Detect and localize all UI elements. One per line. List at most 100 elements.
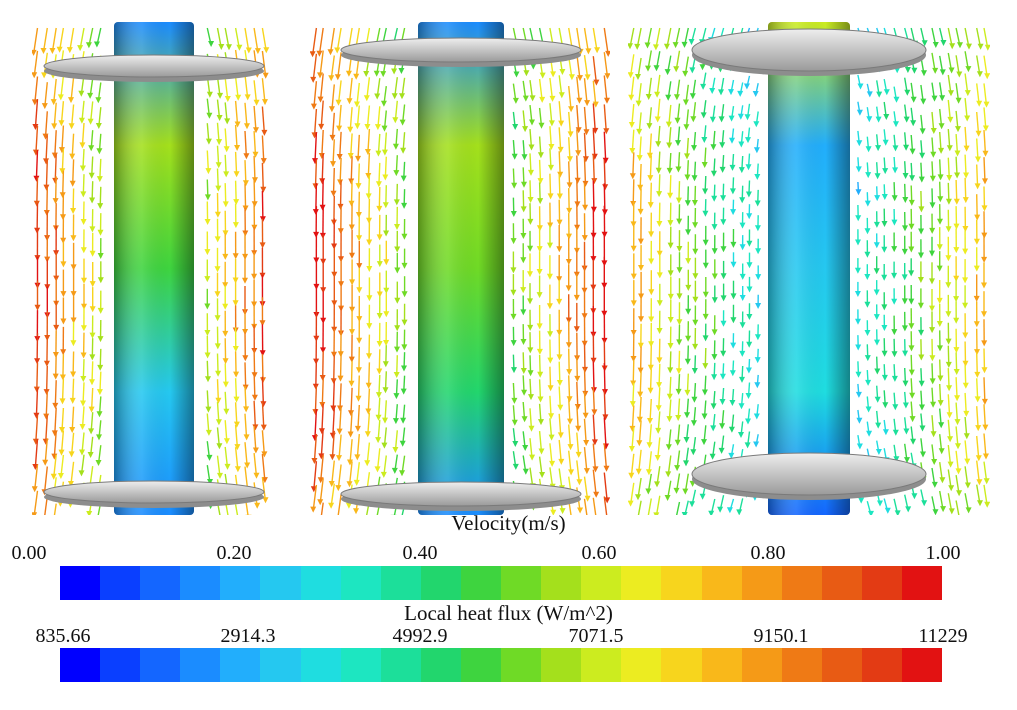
velocity-arrowhead xyxy=(685,284,692,291)
velocity-arrowhead xyxy=(858,497,865,504)
velocity-arrowhead xyxy=(215,419,222,426)
velocity-vector xyxy=(46,187,48,215)
velocity-arrowhead xyxy=(559,508,566,515)
velocity-arrowhead xyxy=(262,72,269,79)
velocity-arrowhead xyxy=(929,327,936,334)
velocity-vector xyxy=(331,84,335,111)
velocity-arrowhead xyxy=(527,370,534,377)
velocity-arrowhead xyxy=(930,151,937,158)
heatflux-tick: 7071.5 xyxy=(568,625,624,647)
velocity-arrowhead xyxy=(383,340,390,346)
velocity-arrowhead xyxy=(60,318,67,325)
velocity-arrowhead xyxy=(874,173,881,180)
velocity-arrowhead xyxy=(81,303,87,310)
velocity-arrowhead xyxy=(891,351,898,358)
velocity-arrowhead xyxy=(675,197,682,204)
velocity-arrowhead xyxy=(537,198,544,205)
velocity-arrowhead xyxy=(953,223,960,230)
velocity-arrowhead xyxy=(394,346,400,353)
velocity-arrowhead xyxy=(655,167,662,174)
velocity-arrowhead xyxy=(356,337,363,344)
velocity-arrowhead xyxy=(375,150,382,157)
velocity-arrowhead xyxy=(684,358,691,365)
velocity-arrowhead xyxy=(399,470,405,477)
colorbar-segment xyxy=(340,566,381,600)
velocity-vector xyxy=(253,105,257,132)
velocity-arrowhead xyxy=(68,97,74,104)
velocity-arrowhead xyxy=(667,367,674,374)
velocity-arrowhead xyxy=(347,459,353,466)
velocity-arrowhead xyxy=(223,438,230,445)
velocity-arrowhead xyxy=(903,428,910,435)
velocity-arrowhead xyxy=(654,481,660,488)
velocity-vector xyxy=(244,442,248,467)
velocity-arrowhead xyxy=(664,69,671,76)
velocity-vector xyxy=(583,343,586,371)
colorbar-segment xyxy=(781,566,822,600)
velocity-vector xyxy=(583,498,588,515)
velocity-arrowhead xyxy=(366,353,372,360)
velocity-arrowhead xyxy=(345,70,352,77)
velocity-arrowhead xyxy=(95,123,102,129)
velocity-arrowhead xyxy=(556,329,563,336)
velocity-tick: 0.00 xyxy=(11,542,47,564)
velocity-arrowhead xyxy=(242,277,248,284)
velocity-vector xyxy=(356,434,360,459)
velocity-arrowhead xyxy=(375,437,382,444)
velocity-arrowhead xyxy=(336,428,343,435)
velocity-arrowhead xyxy=(983,101,990,108)
velocity-arrowhead xyxy=(738,141,745,148)
velocity-arrowhead xyxy=(666,142,673,149)
velocity-arrowhead xyxy=(918,380,925,387)
colorbar-segment xyxy=(460,648,502,682)
velocity-arrowhead xyxy=(205,406,212,413)
velocity-arrowhead xyxy=(520,339,527,345)
heatflux-tick: 835.66 xyxy=(35,625,91,647)
velocity-arrowhead xyxy=(711,248,718,255)
velocity-arrowhead xyxy=(946,175,953,181)
velocity-vector xyxy=(583,158,587,185)
velocity-arrowhead xyxy=(962,360,969,367)
velocity-arrowhead xyxy=(522,445,529,451)
velocity-arrowhead xyxy=(233,199,240,206)
velocity-vector xyxy=(321,378,324,407)
velocity-arrowhead xyxy=(394,246,401,253)
velocity-arrowhead xyxy=(60,261,67,268)
velocity-vector xyxy=(583,367,586,395)
velocity-vector xyxy=(234,504,239,515)
velocity-arrowhead xyxy=(881,374,888,381)
velocity-arrowhead xyxy=(892,404,899,411)
velocity-arrowhead xyxy=(52,373,59,380)
velocity-arrowhead xyxy=(364,460,371,467)
velocity-arrowhead xyxy=(701,439,707,446)
velocity-arrowhead xyxy=(575,150,582,157)
velocity-arrowhead xyxy=(376,368,383,375)
velocity-arrowhead xyxy=(60,349,67,356)
velocity-arrowhead xyxy=(328,106,335,113)
lower-disc xyxy=(43,480,265,508)
velocity-arrowhead xyxy=(754,200,761,207)
velocity-vector xyxy=(53,78,57,104)
velocity-vector xyxy=(261,135,265,163)
velocity-arrowhead xyxy=(226,44,232,51)
velocity-arrowhead xyxy=(946,385,953,392)
velocity-vector xyxy=(583,391,587,417)
velocity-vector xyxy=(44,438,48,464)
velocity-arrowhead xyxy=(244,462,251,469)
velocity-arrowhead xyxy=(394,297,401,304)
velocity-arrowhead xyxy=(981,311,987,318)
velocity-arrowhead xyxy=(355,395,362,402)
velocity-arrowhead xyxy=(568,74,575,81)
velocity-arrowhead xyxy=(675,388,682,395)
velocity-arrowhead xyxy=(510,289,517,296)
velocity-arrowhead xyxy=(319,178,326,185)
velocity-arrowhead xyxy=(910,120,917,127)
velocity-arrowhead xyxy=(692,343,699,350)
colorbar-segment xyxy=(701,648,742,682)
velocity-arrowhead xyxy=(875,449,882,455)
velocity-arrowhead xyxy=(329,134,336,141)
velocity-arrowhead xyxy=(932,42,939,48)
velocity-vector xyxy=(592,80,597,106)
velocity-arrowhead xyxy=(334,74,341,81)
velocity-arrowhead xyxy=(981,256,988,263)
